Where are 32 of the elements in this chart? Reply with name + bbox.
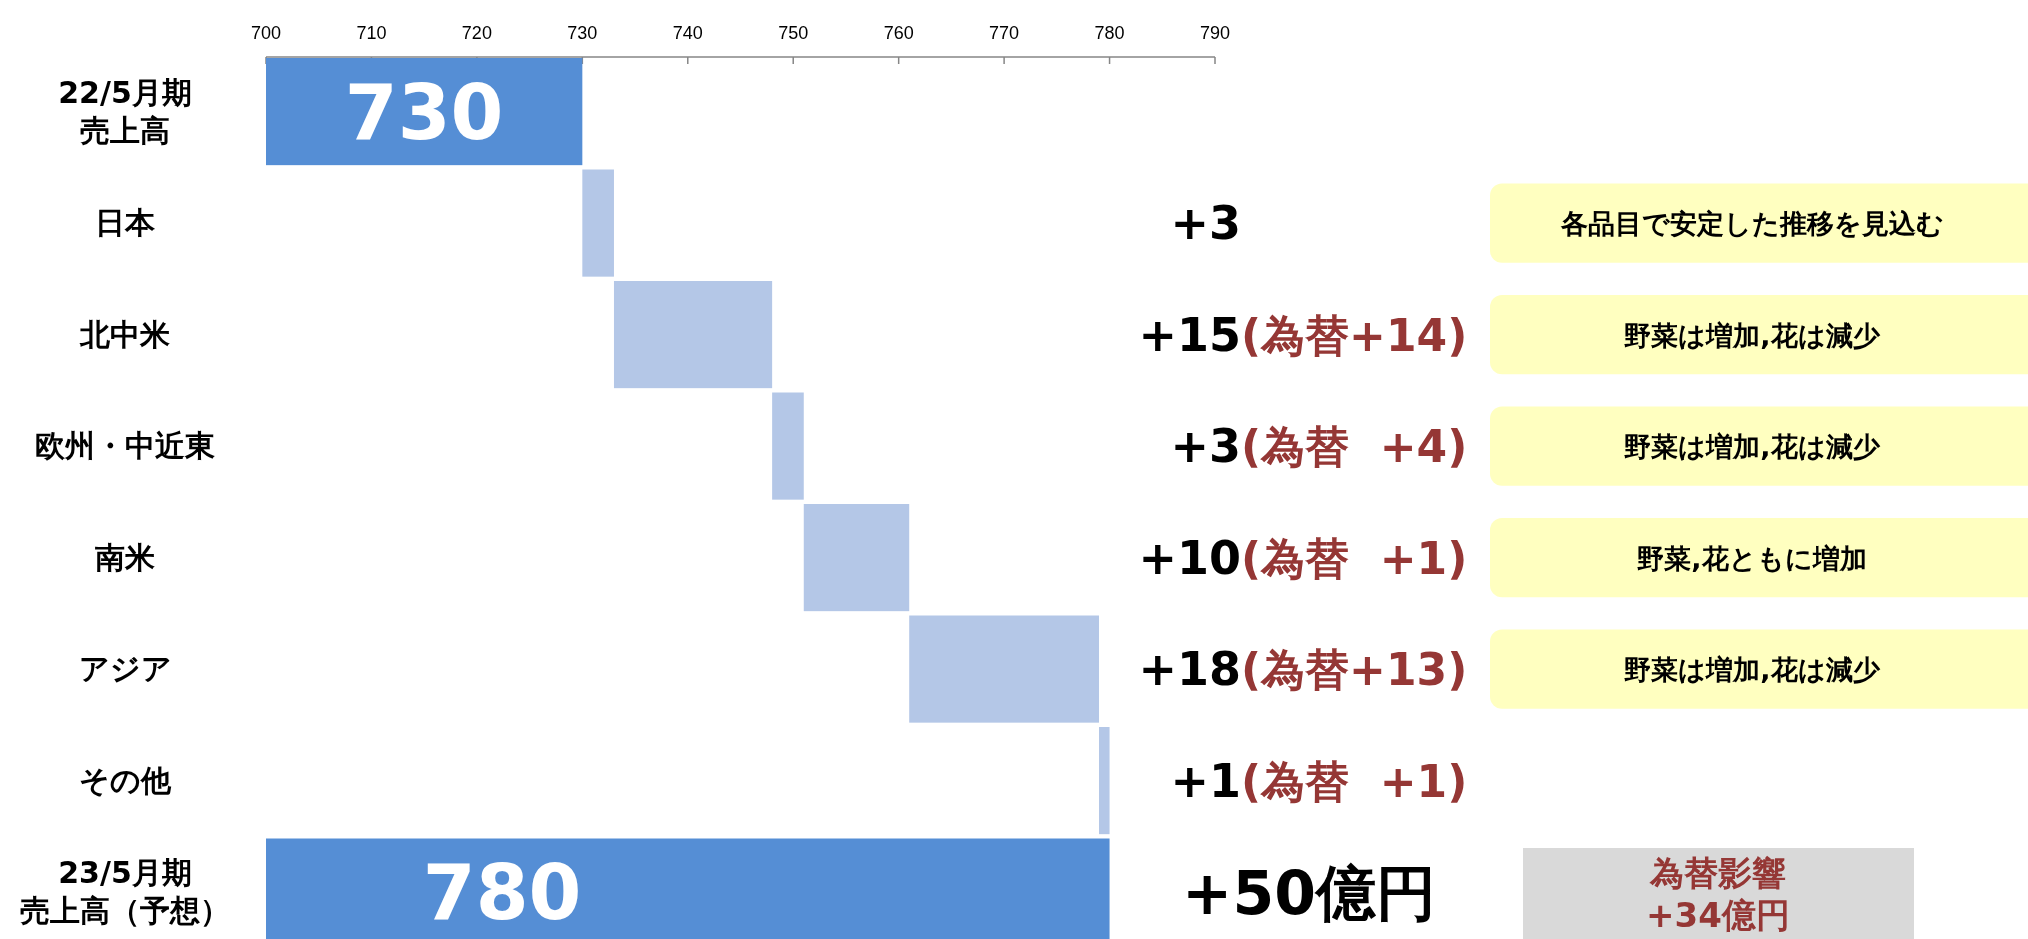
text: 野菜,花ともに増加 xyxy=(1637,542,1867,574)
y-tick-label: 日本 xyxy=(95,205,156,241)
text: 野菜は増加,花は減少 xyxy=(1624,319,1881,351)
x-tick-label: 710 xyxy=(356,23,387,43)
annotation: +3(為替 +4) xyxy=(1170,419,1468,474)
y-tick-label: その他 xyxy=(79,762,172,798)
x-tick-label: 750 xyxy=(778,23,809,43)
y-tick-label: アジア xyxy=(78,651,172,687)
y-tick-label: 南米 xyxy=(95,539,155,575)
annotation: +1(為替 +1) xyxy=(1170,753,1468,808)
x-tick-label: 700 xyxy=(250,23,282,43)
x-tick-label: 770 xyxy=(989,23,1020,43)
text: 各品目で安定した推移を見込む xyxy=(1559,208,1944,240)
y-tick-label: 23/5月期売上高（予想） xyxy=(20,855,230,929)
x-tick-label: 740 xyxy=(672,23,703,43)
x-tick-label: 780 xyxy=(1094,23,1125,43)
y-tick-label: 22/5月期売上高 xyxy=(58,74,192,148)
text: 野菜は増加,花は減少 xyxy=(1624,654,1881,686)
x-tick-label: 790 xyxy=(1199,23,1231,43)
x-tick-label: 720 xyxy=(461,23,492,43)
y-tick-label: 北中米 xyxy=(79,316,170,352)
text: 野菜は増加,花は減少 xyxy=(1624,431,1881,463)
y-tick-label: 欧州・中近東 xyxy=(35,428,215,464)
x-tick-label: 730 xyxy=(567,23,598,43)
annotation: +50億円 xyxy=(1182,858,1436,929)
annotation: +10(為替 +1) xyxy=(1138,530,1468,585)
annotation: +18(為替+13) xyxy=(1138,642,1468,697)
text: 為替影響 +34億円 xyxy=(1646,853,1790,935)
annotation: +3 xyxy=(1170,196,1241,251)
annotation: +15(為替+14) xyxy=(1138,307,1468,362)
x-tick-label: 760 xyxy=(883,23,914,43)
data-label: 780 xyxy=(422,848,582,938)
